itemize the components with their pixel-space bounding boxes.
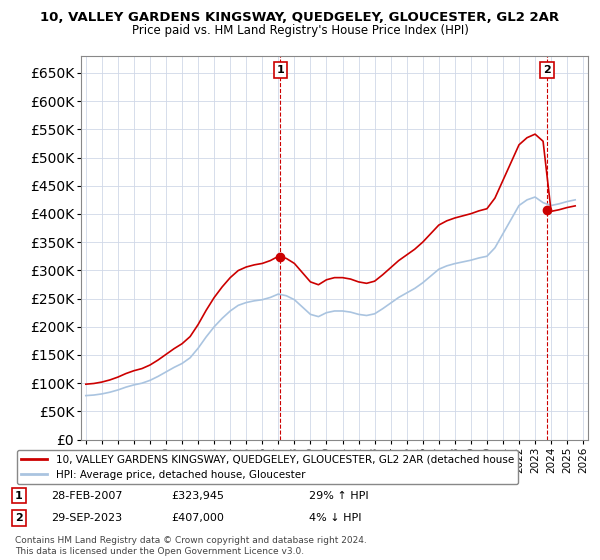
Text: 29% ↑ HPI: 29% ↑ HPI — [309, 491, 368, 501]
Text: 1: 1 — [277, 65, 284, 75]
Text: £407,000: £407,000 — [171, 513, 224, 523]
Text: 28-FEB-2007: 28-FEB-2007 — [51, 491, 122, 501]
Text: 2: 2 — [543, 65, 551, 75]
Text: 1: 1 — [15, 491, 23, 501]
Text: £323,945: £323,945 — [171, 491, 224, 501]
Text: Price paid vs. HM Land Registry's House Price Index (HPI): Price paid vs. HM Land Registry's House … — [131, 24, 469, 36]
Text: 10, VALLEY GARDENS KINGSWAY, QUEDGELEY, GLOUCESTER, GL2 2AR: 10, VALLEY GARDENS KINGSWAY, QUEDGELEY, … — [40, 11, 560, 24]
Text: 29-SEP-2023: 29-SEP-2023 — [51, 513, 122, 523]
Legend: 10, VALLEY GARDENS KINGSWAY, QUEDGELEY, GLOUCESTER, GL2 2AR (detached house, HPI: 10, VALLEY GARDENS KINGSWAY, QUEDGELEY, … — [17, 450, 518, 484]
Text: 4% ↓ HPI: 4% ↓ HPI — [309, 513, 361, 523]
Text: Contains HM Land Registry data © Crown copyright and database right 2024.
This d: Contains HM Land Registry data © Crown c… — [15, 536, 367, 556]
Text: 2: 2 — [15, 513, 23, 523]
